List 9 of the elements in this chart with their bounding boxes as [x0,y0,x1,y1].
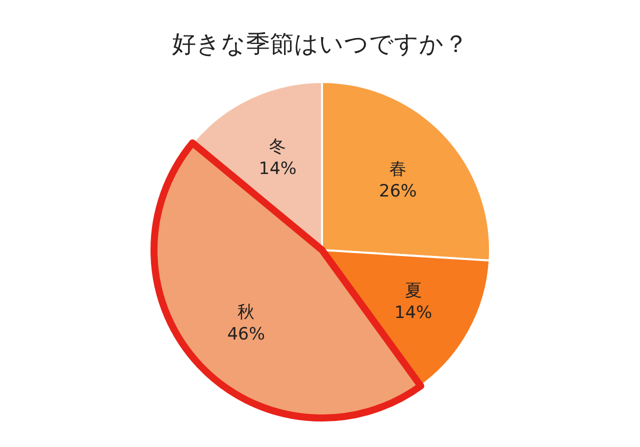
slice-label: 冬 [269,136,286,157]
data-label: 14% [394,303,432,324]
data-label: 46% [227,324,265,344]
data-label: 26% [379,182,417,202]
chart-title: 好きな季節はいつですか？ [172,30,468,58]
slice-label: 夏 [404,281,422,302]
slice-label: 秋 [238,302,255,322]
data-label: 14% [258,158,297,179]
slice-label: 春 [389,160,406,180]
